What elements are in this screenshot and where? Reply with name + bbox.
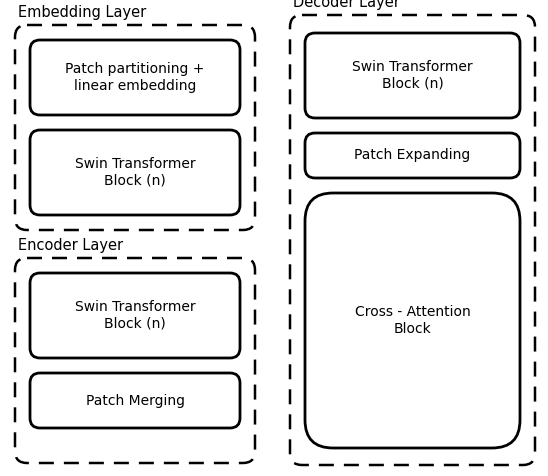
FancyBboxPatch shape: [15, 25, 255, 230]
FancyBboxPatch shape: [30, 130, 240, 215]
FancyBboxPatch shape: [30, 373, 240, 428]
Text: Swin Transformer
Block (n): Swin Transformer Block (n): [75, 300, 195, 331]
Text: Encoder Layer: Encoder Layer: [18, 238, 123, 253]
FancyBboxPatch shape: [305, 193, 520, 448]
Text: Swin Transformer
Block (n): Swin Transformer Block (n): [352, 60, 473, 90]
Text: Patch Expanding: Patch Expanding: [355, 149, 471, 162]
Text: Patch partitioning +
linear embedding: Patch partitioning + linear embedding: [65, 62, 205, 93]
FancyBboxPatch shape: [305, 133, 520, 178]
FancyBboxPatch shape: [30, 273, 240, 358]
FancyBboxPatch shape: [290, 15, 535, 465]
Text: Swin Transformer
Block (n): Swin Transformer Block (n): [75, 158, 195, 188]
FancyBboxPatch shape: [15, 258, 255, 463]
Text: Embedding Layer: Embedding Layer: [18, 5, 146, 20]
FancyBboxPatch shape: [305, 33, 520, 118]
Text: Patch Merging: Patch Merging: [85, 394, 185, 407]
FancyBboxPatch shape: [30, 40, 240, 115]
Text: Cross - Attention
Block: Cross - Attention Block: [355, 306, 470, 336]
Text: Decoder Layer: Decoder Layer: [293, 0, 400, 10]
